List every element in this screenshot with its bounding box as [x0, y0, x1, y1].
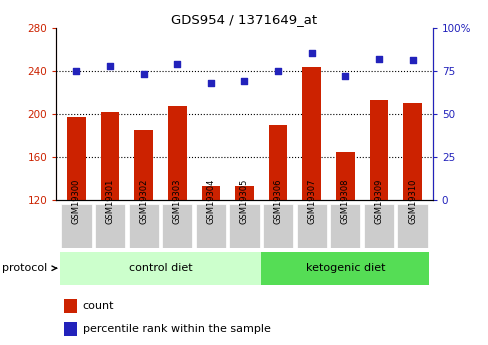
- Bar: [229, 204, 259, 248]
- Bar: [168, 106, 186, 200]
- Bar: [195, 204, 225, 248]
- Point: [341, 73, 348, 79]
- Point: [274, 68, 282, 73]
- Text: GSM19305: GSM19305: [240, 178, 248, 224]
- Text: GSM19307: GSM19307: [306, 178, 316, 224]
- Title: GDS954 / 1371649_at: GDS954 / 1371649_at: [171, 13, 317, 27]
- Bar: [261, 252, 428, 285]
- Bar: [302, 68, 320, 200]
- Text: control diet: control diet: [128, 263, 192, 273]
- Bar: [335, 151, 354, 200]
- Bar: [134, 130, 153, 200]
- Bar: [329, 204, 360, 248]
- Bar: [128, 204, 159, 248]
- Text: ketogenic diet: ketogenic diet: [305, 263, 385, 273]
- Bar: [63, 299, 77, 313]
- Text: GSM19308: GSM19308: [340, 178, 349, 224]
- Text: GSM19310: GSM19310: [407, 178, 416, 224]
- Point: [408, 58, 416, 63]
- Bar: [296, 204, 326, 248]
- Point: [106, 63, 114, 68]
- Text: GSM19309: GSM19309: [374, 178, 383, 224]
- Point: [374, 56, 382, 61]
- Bar: [235, 186, 253, 200]
- Text: count: count: [82, 301, 114, 311]
- Text: percentile rank within the sample: percentile rank within the sample: [82, 324, 270, 334]
- Bar: [263, 204, 293, 248]
- Point: [307, 51, 315, 56]
- Text: GSM19306: GSM19306: [273, 178, 282, 224]
- Bar: [101, 112, 119, 200]
- Text: GSM19300: GSM19300: [72, 178, 81, 224]
- Bar: [60, 252, 261, 285]
- Point: [140, 71, 147, 77]
- Bar: [63, 322, 77, 336]
- Bar: [397, 204, 427, 248]
- Text: GSM19304: GSM19304: [206, 178, 215, 224]
- Text: protocol: protocol: [2, 263, 48, 273]
- Bar: [403, 103, 421, 200]
- Point: [240, 78, 248, 84]
- Bar: [268, 125, 287, 200]
- Text: GSM19301: GSM19301: [105, 178, 114, 224]
- Bar: [363, 204, 393, 248]
- Text: GSM19302: GSM19302: [139, 178, 148, 224]
- Point: [72, 68, 80, 73]
- Bar: [369, 100, 387, 200]
- Point: [206, 80, 214, 86]
- Text: GSM19303: GSM19303: [172, 178, 182, 224]
- Bar: [162, 204, 192, 248]
- Bar: [67, 117, 85, 200]
- Bar: [95, 204, 125, 248]
- Bar: [201, 186, 220, 200]
- Bar: [61, 204, 91, 248]
- Point: [173, 61, 181, 67]
